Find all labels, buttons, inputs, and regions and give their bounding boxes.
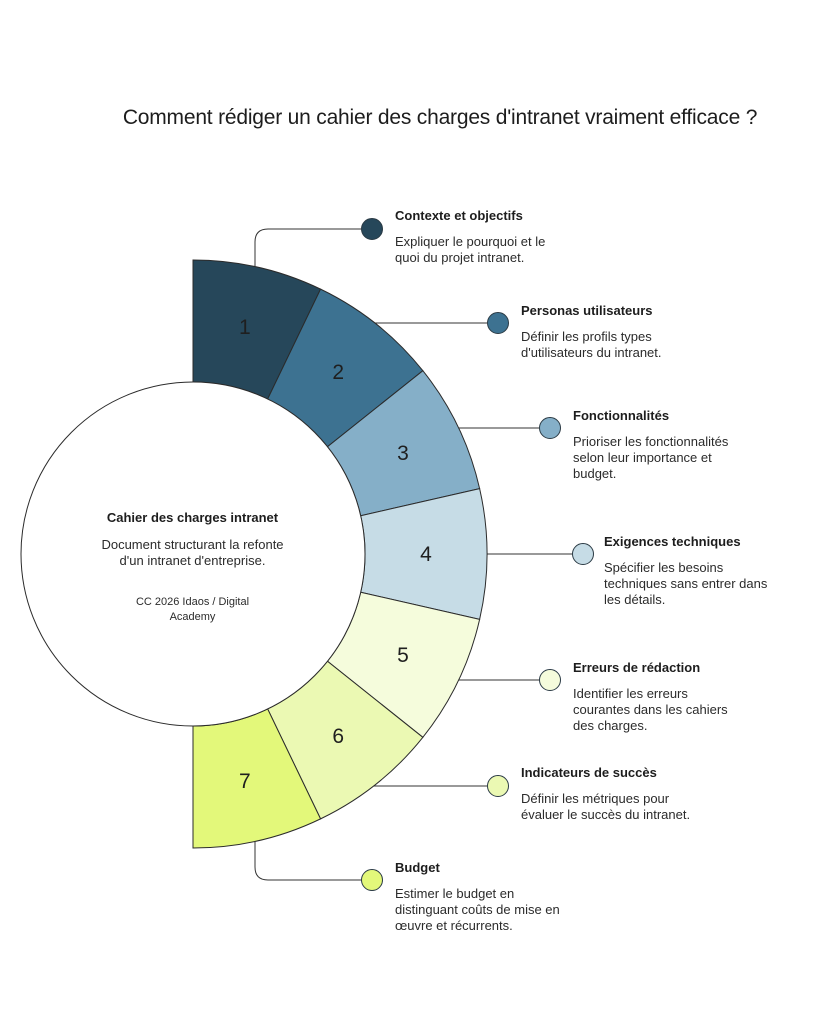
center-block: Cahier des charges intranet Document str…	[100, 510, 285, 625]
step-3-text: Fonctionnalités Prioriser les fonctionna…	[573, 408, 793, 482]
step-description: Définir les profils types d'utilisateurs…	[521, 329, 662, 360]
connector-line-7	[254, 842, 361, 881]
segment-number-6: 6	[332, 725, 344, 748]
step-6-text: Indicateurs de succès Définir les métriq…	[521, 765, 741, 823]
page-title: Comment rédiger un cahier des charges d'…	[122, 106, 758, 129]
step-description: Spécifier les besoins techniques sans en…	[604, 560, 768, 607]
segment-number-4: 4	[420, 543, 432, 566]
segment-number-2: 2	[332, 361, 344, 384]
step-title: Fonctionnalités	[573, 408, 670, 423]
step-1-text: Contexte et objectifs Expliquer le pourq…	[395, 208, 615, 266]
step-marker-dot-4	[572, 543, 594, 565]
step-title: Indicateurs de succès	[521, 765, 657, 780]
step-marker-dot-5	[539, 669, 561, 691]
step-7-text: Budget Estimer le budget en distinguant …	[395, 860, 615, 934]
step-description: Identifier les erreurs courantes dans le…	[573, 686, 728, 733]
step-title: Contexte et objectifs	[395, 208, 523, 223]
center-credit: CC 2026 Idaos / Digital Academy	[135, 596, 250, 623]
step-title: Exigences techniques	[604, 534, 741, 549]
step-2-text: Personas utilisateurs Définir les profil…	[521, 303, 741, 361]
step-title: Personas utilisateurs	[521, 303, 653, 318]
step-description: Définir les métriques pour évaluer le su…	[521, 791, 691, 822]
segment-number-3: 3	[397, 442, 409, 465]
step-5-text: Erreurs de rédaction Identifier les erre…	[573, 660, 793, 734]
step-description: Prioriser les fonctionnalités selon leur…	[573, 434, 729, 481]
step-description: Expliquer le pourquoi et le quoi du proj…	[395, 234, 546, 265]
segment-number-5: 5	[397, 644, 409, 667]
center-title: Cahier des charges intranet	[106, 510, 279, 525]
step-marker-dot-2	[487, 312, 509, 334]
step-4-text: Exigences techniques Spécifier les besoi…	[604, 534, 819, 608]
step-description: Estimer le budget en distinguant coûts d…	[395, 886, 560, 933]
center-description: Document structurant la refonte d'un int…	[101, 537, 284, 568]
center-circle	[20, 381, 366, 727]
segment-number-1: 1	[239, 316, 251, 339]
step-marker-dot-3	[539, 417, 561, 439]
step-marker-dot-6	[487, 775, 509, 797]
segment-number-7: 7	[239, 770, 251, 793]
step-title: Erreurs de rédaction	[573, 660, 701, 675]
step-marker-dot-1	[361, 218, 383, 240]
connector-line-1	[254, 228, 361, 266]
step-title: Budget	[395, 860, 440, 875]
step-marker-dot-7	[361, 869, 383, 891]
